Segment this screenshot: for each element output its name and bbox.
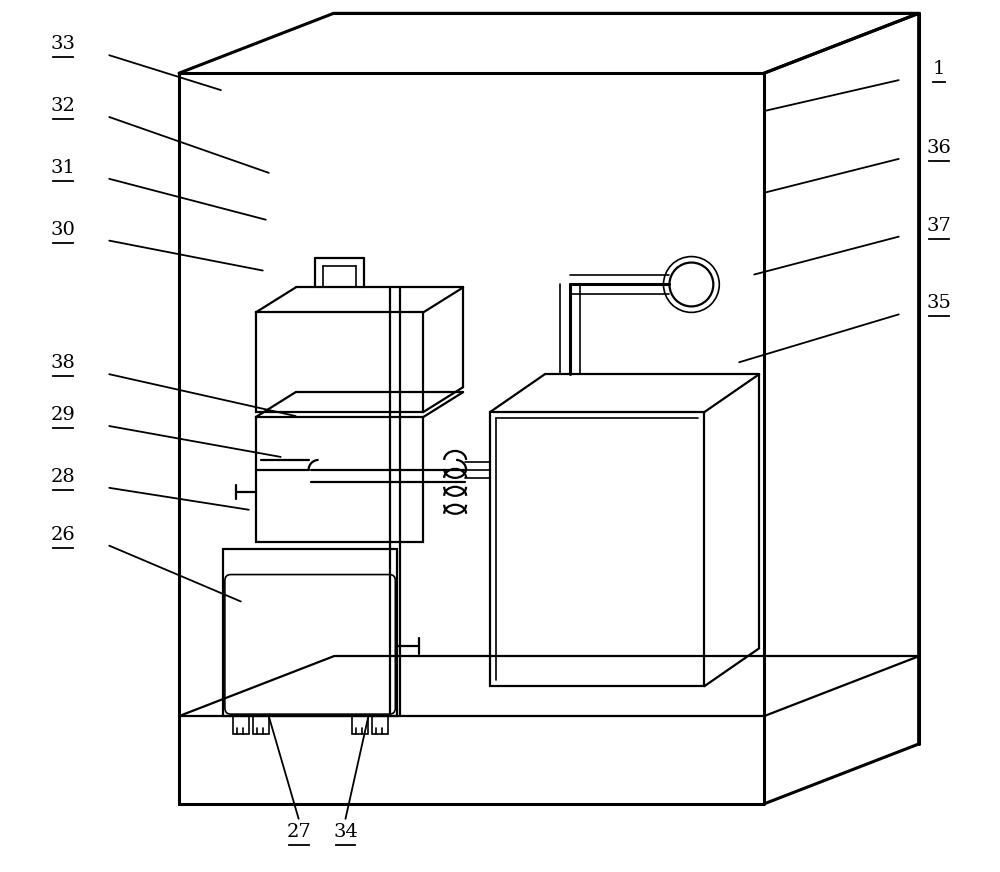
Text: 27: 27: [286, 822, 311, 841]
Text: 36: 36: [926, 139, 951, 157]
Text: 1: 1: [932, 60, 945, 78]
Text: 29: 29: [51, 406, 76, 424]
Bar: [490, 412, 704, 686]
Text: 35: 35: [926, 295, 951, 312]
Bar: [233, 716, 249, 734]
Bar: [223, 548, 397, 716]
Text: 37: 37: [926, 216, 951, 235]
Text: 31: 31: [51, 159, 76, 177]
Bar: [352, 716, 368, 734]
Bar: [253, 716, 269, 734]
Text: 33: 33: [51, 35, 76, 53]
Bar: [256, 417, 423, 542]
Text: 38: 38: [51, 354, 76, 372]
Text: 26: 26: [51, 526, 76, 543]
Bar: [372, 716, 388, 734]
Text: 30: 30: [51, 221, 76, 239]
Text: 34: 34: [333, 822, 358, 841]
Text: 28: 28: [51, 468, 76, 486]
Bar: [256, 312, 423, 412]
Text: 32: 32: [51, 97, 76, 115]
